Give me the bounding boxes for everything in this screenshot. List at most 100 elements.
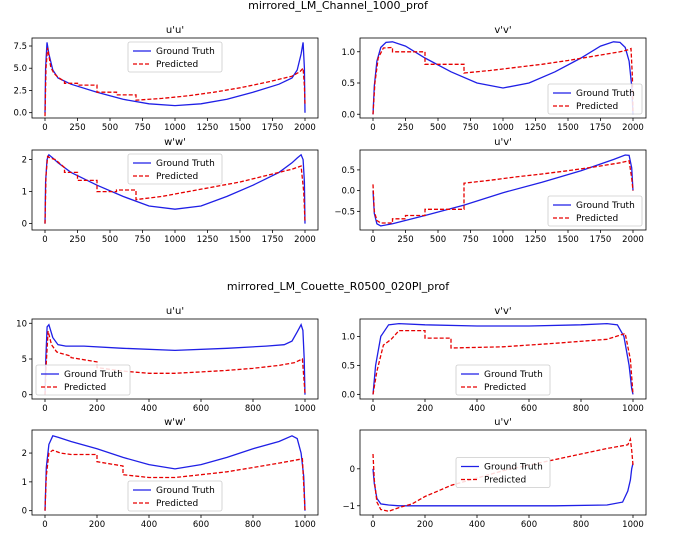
x-tick-label: 2000 [294,123,316,133]
series-group [44,323,306,395]
x-tick-label: 1500 [229,123,251,133]
y-tick-label: 0.0 [341,110,355,120]
legend-label: Predicted [576,102,618,112]
x-tick-label: 400 [469,520,485,530]
ground-truth-line [44,42,306,113]
legend-label: Predicted [576,214,618,224]
x-tick-label: 800 [245,520,261,530]
legend-label: Ground Truth [156,486,215,496]
figure-title-channel: mirrored_LM_Channel_1000_prof [248,0,429,12]
x-tick-label: 400 [141,520,157,530]
x-tick-label: 250 [397,235,413,245]
x-tick-label: 200 [89,520,105,530]
legend-box [127,41,223,73]
series-group [44,435,306,511]
x-tick-label: 0 [42,520,47,530]
x-tick-label: 1500 [557,235,579,245]
y-tick-label: 0.0 [13,109,27,119]
x-tick-label: 2000 [622,235,644,245]
x-tick-label: 2000 [294,235,316,245]
y-tick-label: 0.5 [341,79,355,89]
y-tick-label: −1 [342,502,355,512]
legend-label: Ground Truth [156,47,215,57]
y-tick-label: 5.0 [13,64,27,74]
y-tick-label: 0 [22,391,27,401]
series-group [44,42,306,117]
legend-label: Ground Truth [484,370,543,380]
ground-truth-line [44,435,306,511]
y-tick-label: 0 [350,465,355,475]
x-tick-label: 0 [42,404,47,414]
y-tick-label: 0.0 [341,390,355,400]
y-tick-label: 5 [22,355,27,365]
legend-box [547,83,643,115]
chart-panel: w'w' 0 200 400 600 800 1000 0 1 2 Ground Truth Pred… [22,417,319,530]
y-tick-label: 1 [22,188,27,198]
chart-panel: u'u' 0 200 400 600 800 1000 0 5 10 Ground Truth Pre… [16,306,319,414]
x-tick-label: 200 [417,520,433,530]
predicted-line [372,46,634,115]
panel-title: v'v' [494,306,511,317]
x-tick-label: 500 [102,123,118,133]
x-tick-label: 1750 [262,123,284,133]
x-tick-label: 600 [521,404,537,414]
legend: Ground Truth Predicted [455,457,551,488]
legend-label: Predicted [156,172,198,182]
x-tick-label: 1250 [197,123,219,133]
y-tick-label: 0.5 [341,361,355,371]
legend-label: Predicted [156,60,198,70]
y-tick-label: 0 [22,507,27,517]
y-tick-label: 0.0 [341,187,355,197]
x-tick-label: 0 [370,404,375,414]
panel-title: w'w' [164,417,186,428]
x-tick-label: 1000 [164,123,186,133]
legend-box [455,457,551,488]
ground-truth-line [44,153,306,224]
series-group [372,41,634,115]
x-tick-label: 200 [89,404,105,414]
chart-panel: w'w' 0 250 500 750 1000 1250 1500 1750 2000 0 1 2 Gro… [22,137,319,245]
x-tick-label: 1750 [262,235,284,245]
figure-title-couette: mirrored_LM_Couette_R0500_020PI_prof [227,280,450,293]
predicted-line [44,330,306,395]
x-tick-label: 250 [69,235,85,245]
y-tick-label: 1.0 [341,332,355,342]
legend-label: Ground Truth [576,89,635,99]
legend-label: Predicted [484,476,526,486]
legend-box [127,480,223,512]
y-tick-label: 0.5 [341,166,355,176]
legend: Ground Truth Predicted [127,41,223,73]
panel-title: w'w' [164,137,186,148]
series-group [372,322,634,395]
x-tick-label: 500 [430,235,446,245]
x-tick-label: 800 [245,404,261,414]
series-group [44,153,306,224]
legend-label: Ground Truth [156,159,215,169]
legend-label: Ground Truth [64,370,123,380]
legend: Ground Truth Predicted [547,195,643,227]
x-tick-label: 1000 [294,520,316,530]
predicted-line [372,160,634,224]
x-tick-label: 1750 [590,123,612,133]
legend: Ground Truth Predicted [547,83,643,115]
legend-box [455,364,551,396]
x-tick-label: 0 [42,235,47,245]
chart-panels: u'u'0 250 500 750 1000 1250 1500 1750 20000.02.5… [13,25,647,530]
ground-truth-line [372,154,634,227]
series-group [372,154,634,227]
legend: Ground Truth Predicted [127,153,223,185]
chart-panel: u'v' 0 250 500 750 1000 1250 1500 1750 2000 −0.5 0.… [334,137,647,245]
x-tick-label: 1000 [492,235,514,245]
x-tick-label: 600 [521,520,537,530]
ground-truth-line [372,322,634,395]
legend-box [35,364,131,396]
x-tick-label: 0 [42,123,47,133]
y-tick-label: 2 [22,449,27,459]
y-tick-label: 7.5 [13,42,27,52]
panel-title: u'v' [494,137,512,148]
plot-frame [31,429,319,516]
x-tick-label: 800 [573,520,589,530]
y-tick-label: 10 [16,319,27,329]
predicted-line [44,449,306,511]
